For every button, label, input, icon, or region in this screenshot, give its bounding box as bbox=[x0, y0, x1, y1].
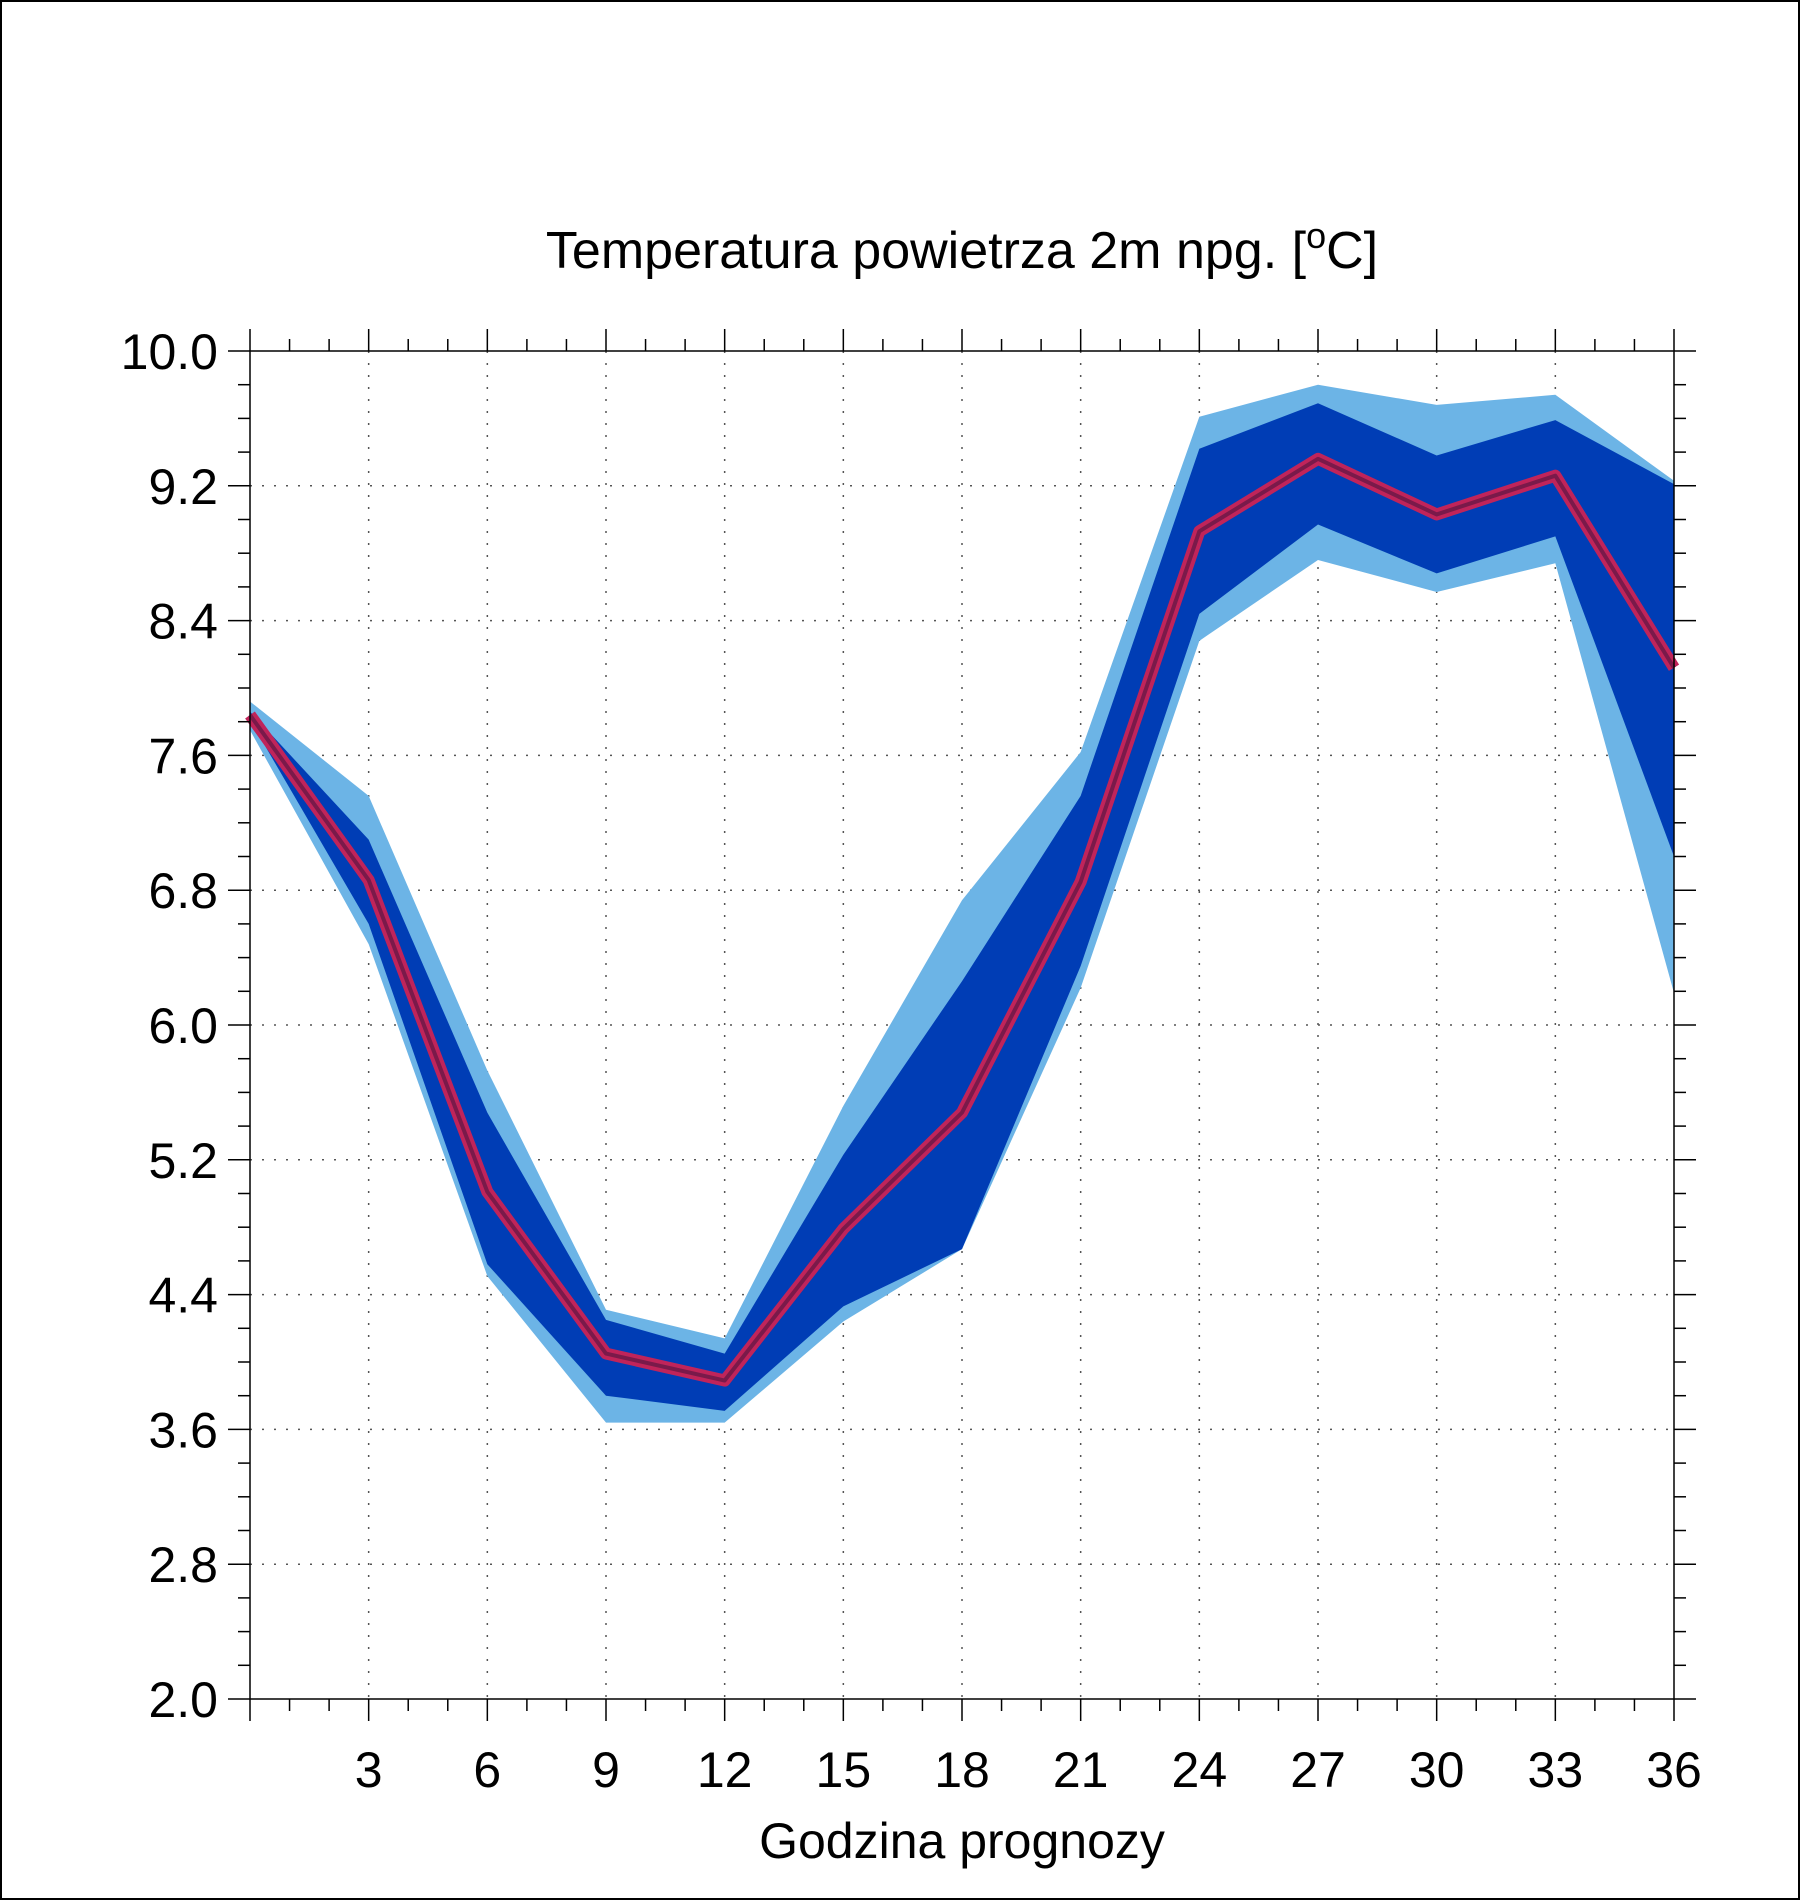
x-tick-label: 9 bbox=[592, 1742, 620, 1798]
y-tick-label: 6.8 bbox=[148, 863, 218, 919]
x-tick-label: 12 bbox=[697, 1742, 753, 1798]
x-tick-label: 36 bbox=[1646, 1742, 1702, 1798]
y-tick-label: 9.2 bbox=[148, 459, 218, 515]
x-tick-label: 15 bbox=[816, 1742, 872, 1798]
x-tick-label: 6 bbox=[473, 1742, 501, 1798]
y-tick-label: 7.6 bbox=[148, 728, 218, 784]
chart-title-main: Temperatura powietrza 2m npg. [ bbox=[546, 222, 1307, 280]
y-tick-label: 2.8 bbox=[148, 1537, 218, 1593]
chart-title: Temperatura powietrza 2m npg. [oC] bbox=[546, 215, 1378, 280]
y-tick-label: 10.0 bbox=[121, 324, 218, 380]
x-tick-label: 18 bbox=[934, 1742, 990, 1798]
y-tick-label: 8.4 bbox=[148, 594, 218, 650]
x-tick-label: 3 bbox=[355, 1742, 383, 1798]
x-tick-label: 21 bbox=[1053, 1742, 1109, 1798]
outer-band bbox=[250, 384, 1674, 1423]
y-tick-label: 5.2 bbox=[148, 1133, 218, 1189]
y-tick-label: 4.4 bbox=[148, 1268, 218, 1324]
x-tick-label: 30 bbox=[1409, 1742, 1465, 1798]
x-axis-title: Godzina prognozy bbox=[759, 1813, 1165, 1869]
median-line-core bbox=[248, 456, 1676, 1383]
y-tick-label: 6.0 bbox=[148, 998, 218, 1054]
tick-labels: 2.02.83.64.45.26.06.87.68.49.210.03 6 9 12 1… bbox=[121, 324, 1702, 1798]
x-tick-label: 27 bbox=[1290, 1742, 1346, 1798]
y-tick-label: 2.0 bbox=[148, 1672, 218, 1728]
axes bbox=[228, 329, 1696, 1721]
chart-title-end: C] bbox=[1326, 222, 1378, 280]
inner-band bbox=[250, 403, 1674, 1411]
chart-title-superscript: o bbox=[1306, 215, 1326, 256]
series-lines bbox=[245, 452, 1680, 1387]
x-tick-label: 24 bbox=[1172, 1742, 1228, 1798]
bands bbox=[250, 384, 1674, 1423]
x-tick-label: 33 bbox=[1528, 1742, 1584, 1798]
y-tick-label: 3.6 bbox=[148, 1402, 218, 1458]
